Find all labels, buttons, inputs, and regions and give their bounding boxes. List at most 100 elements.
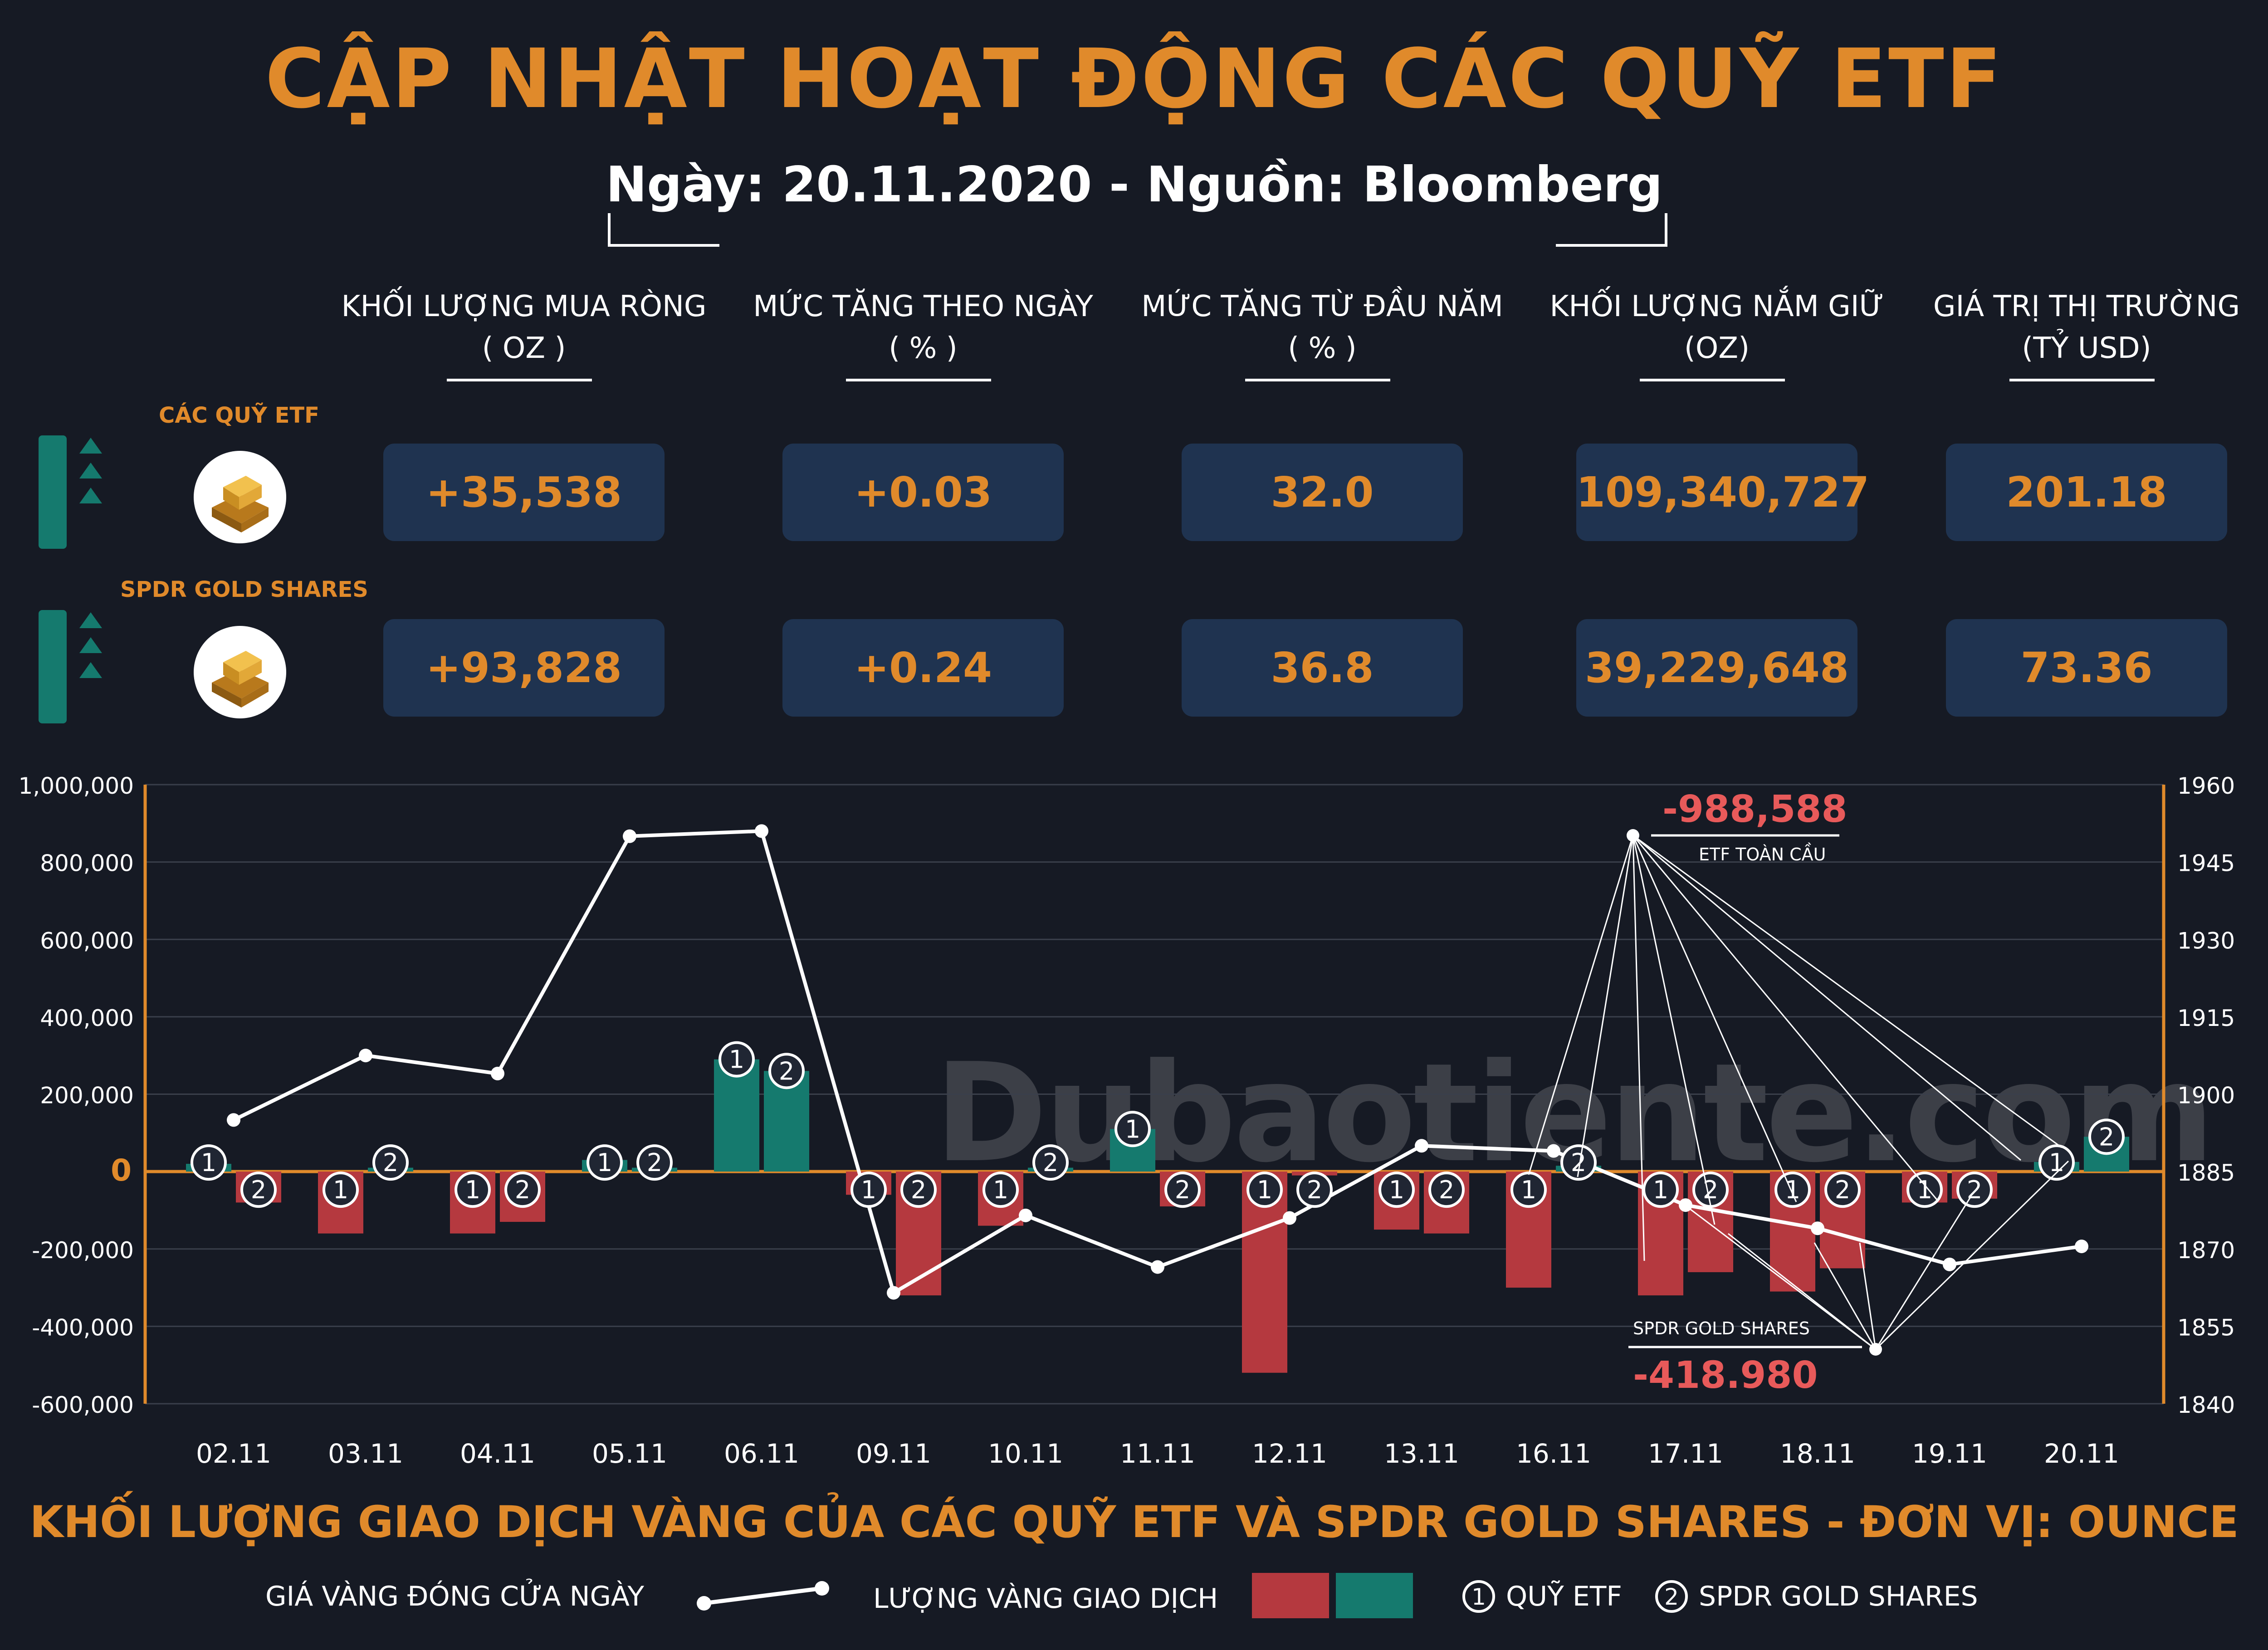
- y-left-tick-label: 400,000: [40, 1005, 134, 1031]
- price-point: [1943, 1257, 1956, 1271]
- legend-line-label: GIÁ VÀNG ĐÓNG CỬA NGÀY: [265, 1581, 645, 1612]
- series-marker-label: 1: [465, 1176, 480, 1204]
- y-right-tick-label: 1885: [2177, 1160, 2235, 1186]
- value-spdr-net-buy: +93,828: [383, 619, 665, 717]
- series-marker-1: [1378, 1172, 1415, 1208]
- series-marker-label: 1: [1521, 1176, 1536, 1204]
- price-point: [1283, 1211, 1296, 1225]
- y-right-tick-label: 1840: [2177, 1392, 2235, 1418]
- col-head-daily-change: MỨC TĂNG THEO NGÀY ( % ): [723, 286, 1123, 369]
- series-marker-2: [240, 1172, 277, 1208]
- col-rule: [447, 379, 592, 381]
- series-marker-1: [719, 1041, 755, 1078]
- col-head-ytd-change: MỨC TĂNG TỪ ĐẦU NĂM ( % ): [1123, 286, 1522, 369]
- series-marker-1: [455, 1172, 491, 1208]
- legend-marker-2-text: 2: [1664, 1584, 1679, 1610]
- callout-leader-etf: [1528, 835, 1634, 1175]
- series-marker-label: 1: [861, 1176, 876, 1204]
- callout-leader-etf: [1577, 835, 1634, 1177]
- x-tick-label: 12.11: [1252, 1438, 1327, 1469]
- series-marker-label: 1: [1389, 1176, 1404, 1204]
- price-point: [755, 824, 768, 838]
- col-head-label: GIÁ TRỊ THỊ TRƯỜNG: [1933, 290, 2240, 323]
- col-head-unit: (TỶ USD): [2022, 332, 2151, 365]
- y-right-tick-label: 1855: [2177, 1314, 2235, 1341]
- price-point: [887, 1286, 900, 1300]
- series-marker-2: [1032, 1144, 1069, 1181]
- callout-label-etf: ETF TOÀN CẦU: [1699, 843, 1826, 864]
- series-marker-2: [1824, 1172, 1861, 1208]
- value-spdr-market-value: 73.36: [1946, 619, 2227, 717]
- col-head-unit: ( % ): [1288, 332, 1357, 365]
- row-label-spdr: SPDR GOLD SHARES: [120, 577, 368, 602]
- price-point: [1019, 1208, 1032, 1222]
- y-left-tick-label: -600,000: [32, 1392, 134, 1418]
- series-marker-label: 1: [1917, 1176, 1932, 1204]
- col-head-market-value: GIÁ TRỊ THỊ TRƯỜNG (TỶ USD): [1887, 286, 2268, 369]
- x-tick-label: 18.11: [1780, 1438, 1855, 1469]
- col-head-label: MỨC TĂNG TỪ ĐẦU NĂM: [1141, 290, 1503, 323]
- x-tick-label: 03.11: [328, 1438, 403, 1469]
- y-left-tick-label: 800,000: [40, 850, 134, 877]
- price-point: [623, 829, 636, 843]
- price-point: [359, 1049, 372, 1063]
- value-etf-daily-change: +0.03: [782, 444, 1064, 541]
- series-marker-1: [2038, 1144, 2075, 1181]
- price-point: [1151, 1260, 1164, 1274]
- series-marker-label: 1: [1785, 1176, 1800, 1204]
- series-marker-1: [323, 1172, 359, 1208]
- y-left-tick-label: 0: [111, 1153, 132, 1188]
- x-tick-label: 11.11: [1120, 1438, 1195, 1469]
- callout-leader-spdr: [1859, 1242, 1877, 1350]
- series-marker-2: [1428, 1172, 1465, 1208]
- y-right-tick-label: 1870: [2177, 1237, 2235, 1264]
- y-left-tick-label: -400,000: [32, 1314, 134, 1341]
- series-marker-label: 2: [647, 1148, 662, 1177]
- series-marker-1: [1774, 1172, 1811, 1208]
- value-etf-net-buy: +35,538: [383, 444, 665, 541]
- series-marker-label: 2: [1835, 1176, 1850, 1204]
- callout-leader-etf: [1633, 835, 2062, 1148]
- series-marker-label: 2: [2099, 1123, 2114, 1151]
- series-marker-label: 1: [729, 1045, 744, 1074]
- series-marker-label: 2: [1439, 1176, 1454, 1204]
- series-marker-label: 1: [1653, 1176, 1668, 1204]
- series-marker-label: 1: [597, 1148, 612, 1177]
- series-marker-1: [1642, 1172, 1679, 1208]
- legend-marker-1-text: 1: [1471, 1584, 1486, 1610]
- col-head-unit: ( OZ ): [482, 332, 566, 365]
- col-head-net-buy: KHỐI LƯỢNG MUA RÒNG ( OZ ): [324, 286, 723, 369]
- series-marker-2: [900, 1172, 937, 1208]
- subtitle-bracket-right: [1556, 213, 1667, 247]
- col-head-unit: (OZ): [1684, 332, 1750, 365]
- gold-bar-icon: [194, 451, 286, 543]
- x-tick-label: 05.11: [592, 1438, 667, 1469]
- series-marker-label: 2: [911, 1176, 926, 1204]
- series-marker-label: 1: [1257, 1176, 1272, 1204]
- series-marker-1: [191, 1144, 227, 1181]
- callout-leader-etf: [1632, 835, 1645, 1261]
- x-tick-label: 06.11: [724, 1438, 799, 1469]
- series-marker-label: 2: [251, 1176, 266, 1204]
- series-marker-2: [372, 1144, 409, 1181]
- x-tick-label: 04.11: [460, 1438, 535, 1469]
- series-marker-2: [504, 1172, 541, 1208]
- callout-hub-etf: [1627, 829, 1639, 842]
- callout-leader-etf: [1632, 835, 1716, 1225]
- series-marker-label: 2: [1043, 1148, 1058, 1177]
- series-marker-label: 1: [201, 1148, 216, 1177]
- callout-leader-spdr: [1875, 1196, 1972, 1350]
- callout-leader-spdr: [1813, 1242, 1877, 1350]
- x-tick-label: 20.11: [2044, 1438, 2119, 1469]
- callout-leader-spdr: [1680, 1201, 1876, 1350]
- x-tick-label: 13.11: [1384, 1438, 1459, 1469]
- y-right-tick-label: 1930: [2177, 928, 2235, 954]
- y-right-tick-label: 1960: [2177, 773, 2235, 799]
- col-head-label: KHỐI LƯỢNG MUA RÒNG: [341, 290, 707, 323]
- bar-etf: [714, 1059, 759, 1172]
- series-marker-label: 2: [779, 1057, 794, 1085]
- col-head-holdings: KHỐI LƯỢNG NẮM GIỮ (OZ): [1517, 286, 1916, 369]
- value-etf-ytd-change: 32.0: [1182, 444, 1463, 541]
- series-marker-2: [2088, 1118, 2125, 1155]
